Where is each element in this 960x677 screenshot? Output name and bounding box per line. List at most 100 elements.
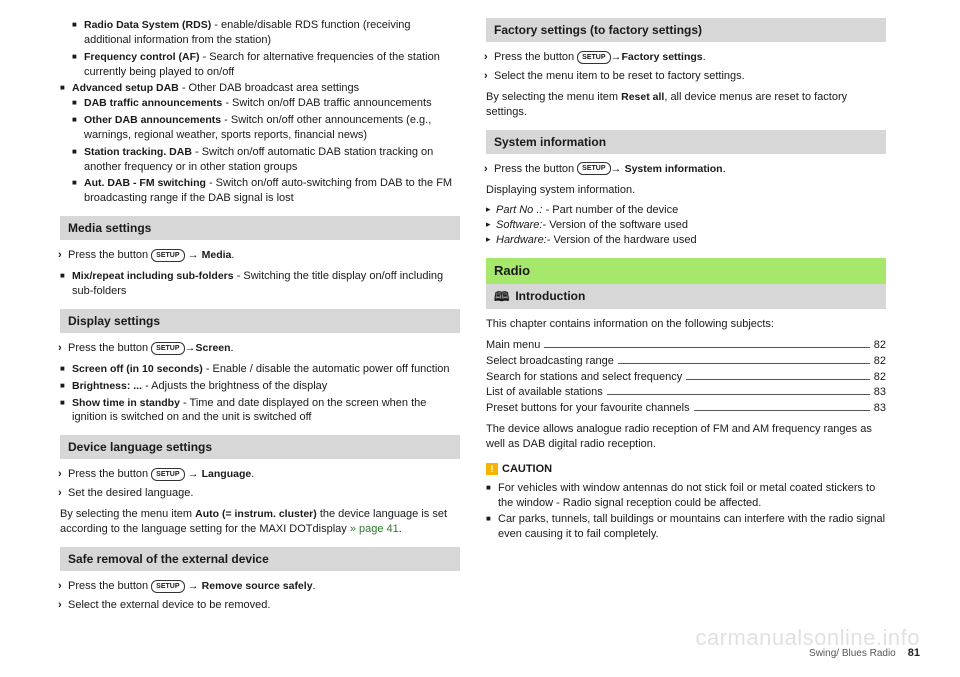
bullet-label: Screen off (in 10 seconds) bbox=[72, 363, 203, 375]
toc-page: 82 bbox=[874, 354, 886, 369]
item-text: - Version of the hardware used bbox=[547, 234, 697, 246]
page-number: 81 bbox=[908, 646, 920, 661]
paragraph: This chapter contains information on the… bbox=[486, 317, 886, 332]
bullet-text: - Other DAB broadcast area settings bbox=[179, 82, 359, 94]
setup-button-icon: SETUP bbox=[151, 342, 184, 355]
footer: Swing/ Blues Radio 81 bbox=[809, 646, 920, 661]
sysinfo-list: Part No .: - Part number of the device S… bbox=[486, 203, 886, 248]
text: Press the button bbox=[68, 580, 151, 592]
bullet-text: - Enable / disable the automatic power o… bbox=[203, 363, 450, 375]
bullet-label: Advanced setup DAB bbox=[72, 82, 179, 94]
footer-title: Swing/ Blues Radio bbox=[809, 647, 896, 661]
toc-page: 83 bbox=[874, 401, 886, 416]
toc-row[interactable]: List of available stations 83 bbox=[486, 385, 886, 400]
text: By selecting the menu item bbox=[486, 91, 621, 103]
instruction: Press the button SETUP → Language. bbox=[60, 467, 460, 482]
text: Press the button bbox=[68, 468, 151, 480]
setup-button-icon: SETUP bbox=[151, 468, 184, 481]
media-settings-heading: Media settings bbox=[60, 216, 460, 240]
toc-page: 82 bbox=[874, 370, 886, 385]
toc-row[interactable]: Search for stations and select frequency… bbox=[486, 370, 886, 385]
setup-button-icon: SETUP bbox=[577, 51, 610, 64]
caution-label: CAUTION bbox=[502, 462, 552, 477]
arrow: → bbox=[185, 249, 202, 261]
instruction: Set the desired language. bbox=[60, 486, 460, 501]
caution-icon: ! bbox=[486, 463, 498, 475]
instruction: Press the button SETUP→ System informati… bbox=[486, 162, 886, 177]
target: Screen bbox=[196, 342, 231, 354]
bullet-label: DAB traffic announcements bbox=[84, 97, 222, 109]
toc-row[interactable]: Main menu82 bbox=[486, 338, 886, 353]
toc-label: Select broadcasting range bbox=[486, 354, 614, 369]
toc-label: List of available stations bbox=[486, 385, 603, 400]
bullet-label: Other DAB announcements bbox=[84, 114, 221, 126]
left-column: Radio Data System (RDS) - enable/disable… bbox=[60, 18, 460, 617]
caution-list: For vehicles with window antennas do not… bbox=[486, 481, 886, 542]
setup-button-icon: SETUP bbox=[577, 162, 610, 175]
bullet-label: Show time in standby bbox=[72, 397, 180, 409]
instruction: Press the button SETUP → Media. bbox=[60, 248, 460, 263]
bullet-text: - Adjusts the brightness of the display bbox=[142, 380, 327, 392]
instruction: Press the button SETUP→Factory settings. bbox=[486, 50, 886, 65]
bullet-label: Frequency control (AF) bbox=[84, 51, 200, 63]
toc-label: Preset buttons for your favourite channe… bbox=[486, 401, 690, 416]
text: Press the button bbox=[494, 163, 577, 175]
toc-page: 82 bbox=[874, 338, 886, 353]
text: By selecting the menu item bbox=[60, 508, 195, 520]
page-link[interactable]: » page 41 bbox=[350, 523, 399, 535]
toc-dots bbox=[618, 363, 870, 364]
media-bullets: Mix/repeat including sub-folders - Switc… bbox=[60, 269, 460, 299]
toc-dots bbox=[544, 347, 869, 348]
factory-settings-heading: Factory settings (to factory settings) bbox=[486, 18, 886, 42]
instruction: Press the button SETUP → Remove source s… bbox=[60, 579, 460, 594]
display-bullets: Screen off (in 10 seconds) - Enable / di… bbox=[60, 362, 460, 425]
top-bullet-list: Radio Data System (RDS) - enable/disable… bbox=[60, 18, 460, 206]
arrow: → bbox=[185, 468, 202, 480]
item-text: - Version of the software used bbox=[542, 219, 688, 231]
language-settings-heading: Device language settings bbox=[60, 435, 460, 459]
toc-row[interactable]: Select broadcasting range 82 bbox=[486, 354, 886, 369]
instruction: Press the button SETUP→Screen. bbox=[60, 341, 460, 356]
book-icon: 🕮 bbox=[494, 288, 509, 306]
toc-page: 83 bbox=[874, 385, 886, 400]
item-text: - Part number of the device bbox=[542, 204, 678, 216]
target: Factory settings bbox=[622, 51, 703, 63]
bold: Auto (= instrum. cluster) bbox=[195, 508, 317, 520]
nested-bullet-list: DAB traffic announcements - Switch on/of… bbox=[72, 96, 460, 206]
paragraph: The device allows analogue radio recepti… bbox=[486, 422, 886, 452]
arrow: → bbox=[185, 580, 202, 592]
caution-item: For vehicles with window antennas do not… bbox=[486, 481, 886, 511]
bullet-label: Brightness: ... bbox=[72, 380, 142, 392]
toc-row[interactable]: Preset buttons for your favourite channe… bbox=[486, 401, 886, 416]
safe-removal-heading: Safe removal of the external device bbox=[60, 547, 460, 571]
paragraph: By selecting the menu item Auto (= instr… bbox=[60, 507, 460, 537]
instruction: Select the menu item to be reset to fact… bbox=[486, 69, 886, 84]
paragraph: Displaying system information. bbox=[486, 183, 886, 198]
bullet-text: - Switch on/off DAB traffic announcement… bbox=[222, 97, 431, 109]
text: Press the button bbox=[494, 51, 577, 63]
target: Remove source safely bbox=[202, 580, 313, 592]
setup-button-icon: SETUP bbox=[151, 580, 184, 593]
intro-label: Introduction bbox=[515, 288, 585, 304]
item-label: Software: bbox=[496, 219, 542, 231]
caution-heading: ! CAUTION bbox=[486, 462, 886, 477]
arrow: → bbox=[611, 51, 622, 63]
target: Language bbox=[202, 468, 252, 480]
instruction: Select the external device to be removed… bbox=[60, 598, 460, 613]
toc-dots bbox=[694, 410, 870, 411]
bullet-label: Radio Data System (RDS) bbox=[84, 19, 211, 31]
target: System information bbox=[625, 163, 723, 175]
target: Media bbox=[202, 249, 232, 261]
item-label: Hardware: bbox=[496, 234, 547, 246]
bullet-label: Mix/repeat including sub-folders bbox=[72, 270, 234, 282]
bullet-label: Station tracking. DAB bbox=[84, 146, 192, 158]
caution-box: ! CAUTION For vehicles with window anten… bbox=[486, 462, 886, 542]
radio-heading: Radio bbox=[486, 258, 886, 284]
display-settings-heading: Display settings bbox=[60, 309, 460, 333]
toc-label: Search for stations and select frequency bbox=[486, 370, 682, 385]
setup-button-icon: SETUP bbox=[151, 249, 184, 262]
arrow: → bbox=[611, 163, 625, 175]
bullet-label: Aut. DAB - FM switching bbox=[84, 177, 206, 189]
right-column: Factory settings (to factory settings) P… bbox=[486, 18, 886, 617]
arrow: → bbox=[185, 342, 196, 354]
